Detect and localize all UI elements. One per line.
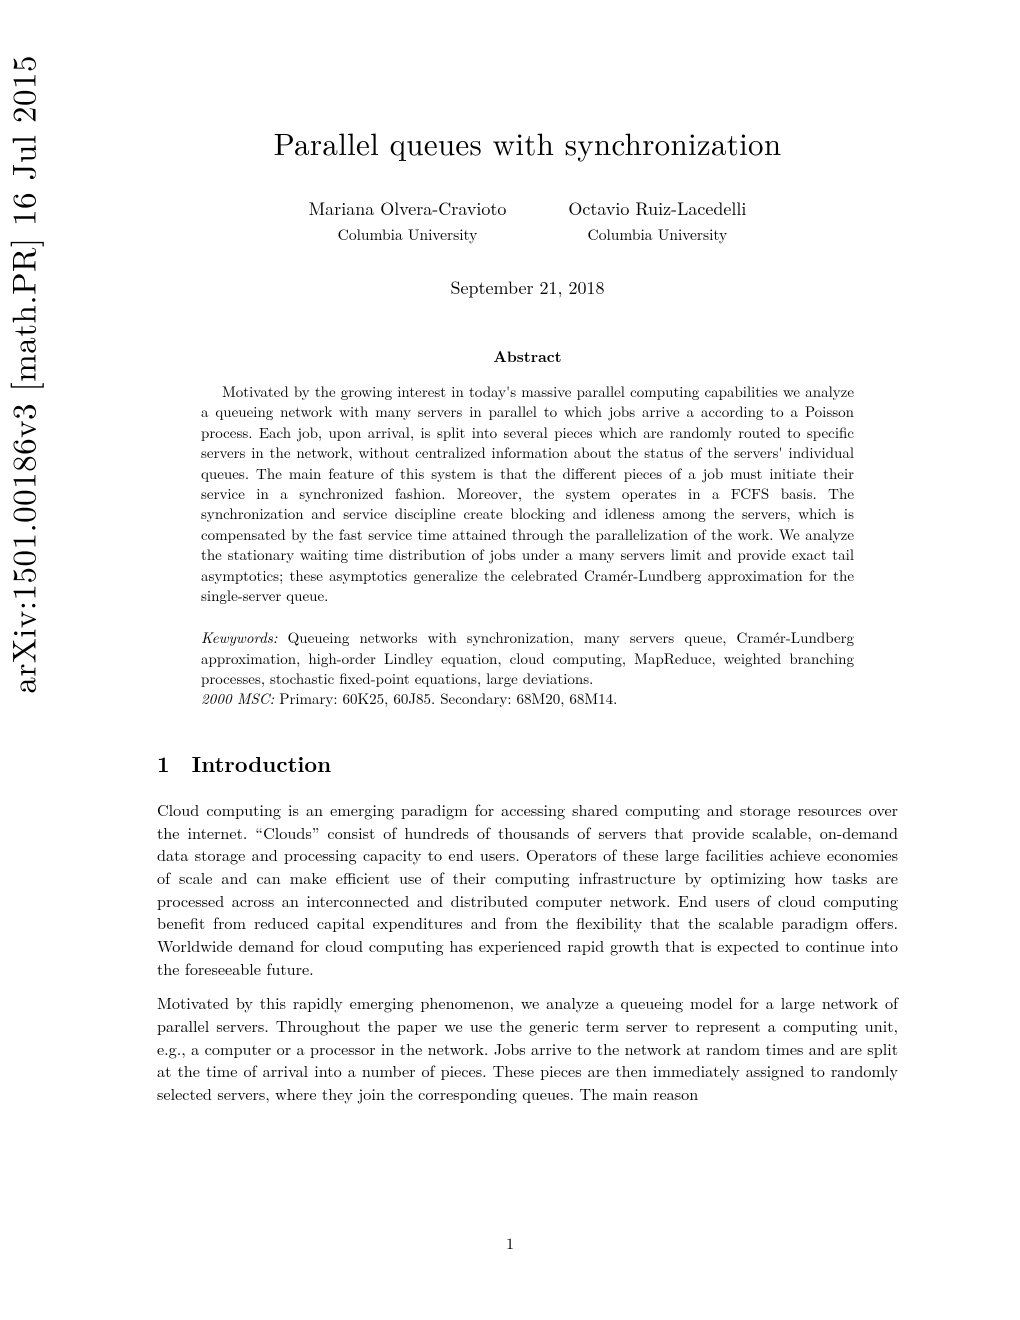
paper-date: September 21, 2018 bbox=[157, 275, 898, 300]
author-2: Octavio Ruiz-Lacedelli Columbia Universi… bbox=[568, 196, 746, 245]
abstract-paragraph: Motivated by the growing interest in tod… bbox=[201, 382, 854, 606]
author-1-name: Mariana Olvera-Cravioto bbox=[309, 196, 507, 221]
section-1-number: 1 bbox=[157, 748, 170, 779]
abstract-body: Motivated by the growing interest in tod… bbox=[201, 382, 854, 606]
msc-line: 2000 MSC: Primary: 60K25, 60J85. Seconda… bbox=[201, 689, 854, 709]
section-1-title: Introduction bbox=[192, 748, 331, 779]
section-1-para-2: Motivated by this rapidly emerging pheno… bbox=[157, 992, 898, 1105]
keywords-label: Kewywords: bbox=[201, 627, 278, 648]
paper-title: Parallel queues with synchronization bbox=[157, 120, 898, 164]
author-1-affiliation: Columbia University bbox=[309, 224, 507, 245]
author-2-affiliation: Columbia University bbox=[568, 224, 746, 245]
keywords-line: Kewywords: Queueing networks with synchr… bbox=[201, 628, 854, 689]
section-1-para-1: Cloud computing is an emerging paradigm … bbox=[157, 799, 898, 980]
msc-text: Primary: 60K25, 60J85. Secondary: 68M20,… bbox=[274, 688, 617, 709]
section-1-heading: 1 Introduction bbox=[157, 748, 898, 779]
section-1-body: Cloud computing is an emerging paradigm … bbox=[157, 799, 898, 1106]
abstract-heading: Abstract bbox=[157, 344, 898, 367]
msc-label: 2000 MSC: bbox=[201, 688, 274, 709]
author-2-name: Octavio Ruiz-Lacedelli bbox=[568, 196, 746, 221]
arxiv-watermark: arXiv:1501.00186v3 [math.PR] 16 Jul 2015 bbox=[0, 55, 46, 693]
page-content: Parallel queues with synchronization Mar… bbox=[157, 120, 898, 1118]
authors-row: Mariana Olvera-Cravioto Columbia Univers… bbox=[157, 196, 898, 245]
author-1: Mariana Olvera-Cravioto Columbia Univers… bbox=[309, 196, 507, 245]
page-number: 1 bbox=[506, 1231, 514, 1254]
keywords-block: Kewywords: Queueing networks with synchr… bbox=[201, 628, 854, 710]
keywords-text: Queueing networks with synchronization, … bbox=[201, 627, 854, 689]
